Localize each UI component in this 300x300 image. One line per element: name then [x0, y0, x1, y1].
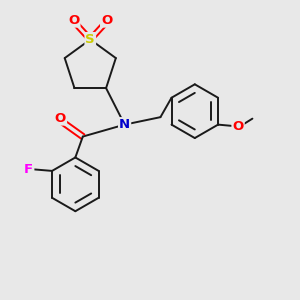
Text: O: O	[232, 120, 244, 133]
Text: O: O	[55, 112, 66, 124]
Text: F: F	[24, 163, 33, 176]
Text: O: O	[68, 14, 80, 27]
Text: O: O	[101, 14, 112, 27]
Text: S: S	[85, 33, 95, 46]
Text: N: N	[119, 118, 130, 131]
